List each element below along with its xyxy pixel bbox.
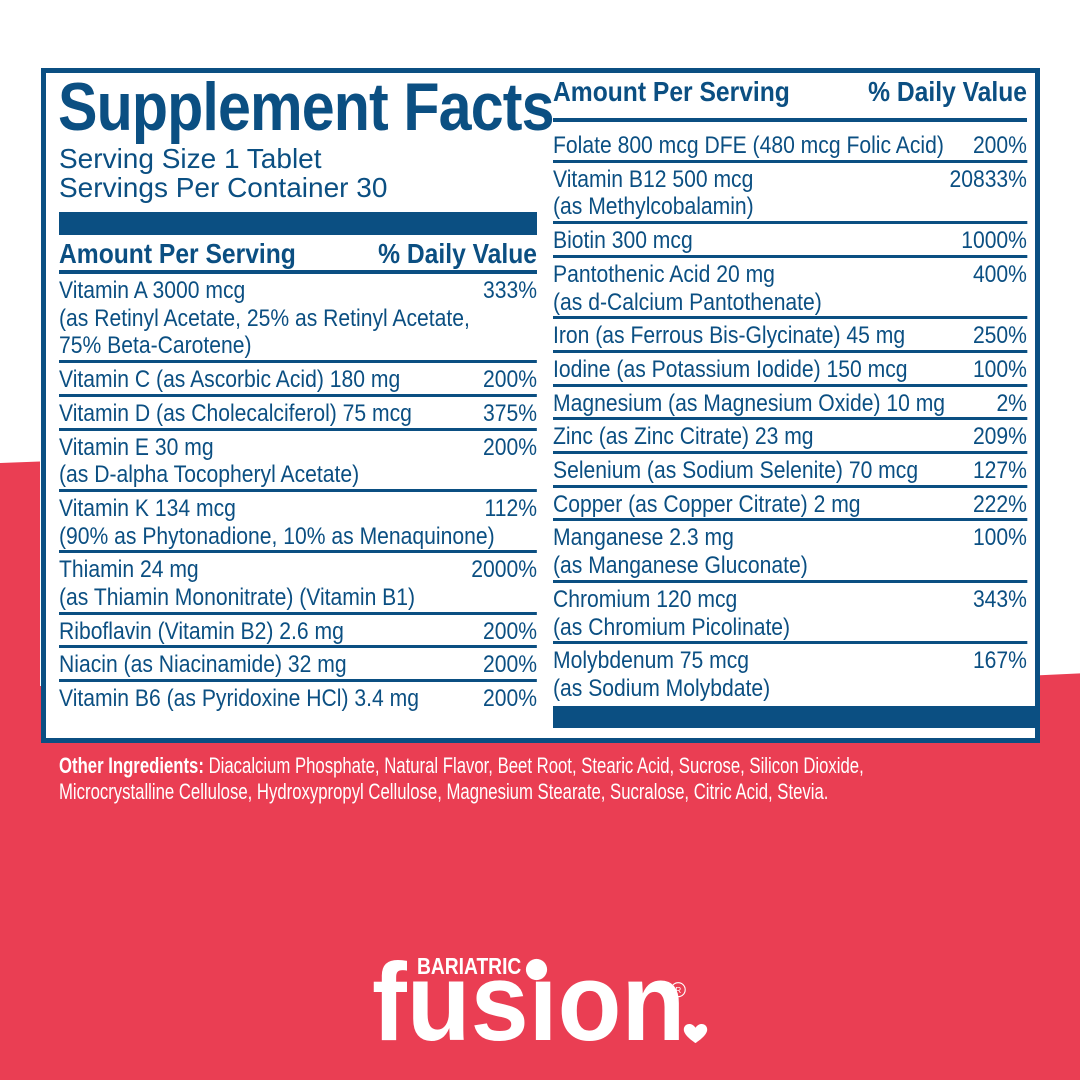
svg-text:R: R (675, 985, 681, 995)
